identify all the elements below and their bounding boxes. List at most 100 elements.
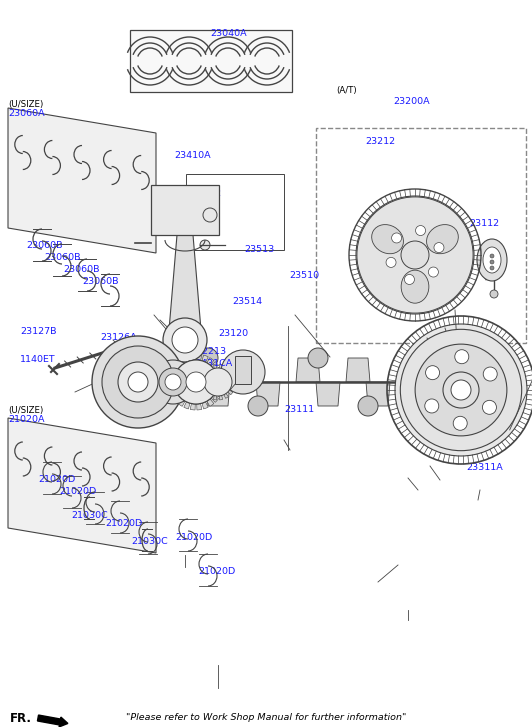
Wedge shape: [196, 379, 224, 385]
Text: 23124B: 23124B: [107, 406, 144, 414]
Polygon shape: [346, 358, 370, 382]
Wedge shape: [218, 374, 235, 382]
Wedge shape: [207, 382, 218, 398]
Wedge shape: [201, 374, 218, 382]
Circle shape: [172, 327, 198, 353]
Text: 23112: 23112: [469, 220, 499, 228]
Circle shape: [151, 360, 195, 404]
Circle shape: [490, 266, 494, 270]
Wedge shape: [218, 364, 223, 382]
Wedge shape: [170, 367, 196, 382]
Circle shape: [165, 374, 181, 390]
Text: 23126A: 23126A: [100, 332, 137, 342]
Polygon shape: [236, 358, 260, 382]
Bar: [130, 30, 292, 92]
Wedge shape: [196, 382, 223, 391]
Circle shape: [415, 344, 507, 436]
Polygon shape: [169, 235, 201, 330]
Text: 21020D: 21020D: [105, 518, 142, 528]
Ellipse shape: [427, 225, 458, 254]
Bar: [186, 174, 284, 250]
Polygon shape: [186, 358, 210, 382]
Text: 23510: 23510: [289, 270, 319, 279]
Polygon shape: [296, 358, 320, 382]
Circle shape: [248, 396, 268, 416]
Wedge shape: [196, 382, 219, 402]
Wedge shape: [203, 369, 218, 382]
Ellipse shape: [483, 247, 501, 273]
Wedge shape: [196, 354, 202, 382]
Wedge shape: [203, 382, 218, 395]
Circle shape: [404, 275, 414, 284]
Circle shape: [401, 241, 429, 269]
Text: 23141: 23141: [143, 401, 173, 409]
Circle shape: [428, 267, 438, 277]
Wedge shape: [190, 354, 196, 382]
Circle shape: [204, 368, 232, 396]
Polygon shape: [206, 382, 230, 406]
Text: 1140ET: 1140ET: [20, 356, 56, 364]
Wedge shape: [218, 382, 232, 395]
Circle shape: [490, 254, 494, 258]
Wedge shape: [173, 382, 196, 402]
Circle shape: [118, 362, 158, 402]
Wedge shape: [196, 367, 222, 382]
Text: 23514: 23514: [232, 297, 262, 305]
Circle shape: [186, 372, 206, 392]
Wedge shape: [218, 382, 223, 400]
Wedge shape: [190, 382, 196, 410]
Text: 23040A: 23040A: [210, 30, 247, 39]
Wedge shape: [213, 382, 218, 400]
Text: 1430JD: 1430JD: [487, 401, 521, 411]
Wedge shape: [196, 382, 222, 397]
Text: 21020D: 21020D: [38, 475, 75, 484]
Text: 23212: 23212: [413, 380, 443, 390]
Text: "Please refer to Work Shop Manual for further information": "Please refer to Work Shop Manual for fu…: [126, 713, 406, 723]
Circle shape: [221, 350, 265, 394]
Text: 23410A: 23410A: [174, 150, 211, 159]
Text: 21020D: 21020D: [175, 532, 212, 542]
Circle shape: [483, 401, 496, 414]
Circle shape: [426, 366, 439, 379]
Circle shape: [434, 243, 444, 252]
Circle shape: [198, 348, 218, 368]
Wedge shape: [196, 382, 208, 409]
Text: 22213: 22213: [196, 348, 226, 356]
Bar: [235, 356, 251, 384]
Text: 23226B: 23226B: [397, 243, 434, 252]
Text: (U/SIZE): (U/SIZE): [8, 406, 43, 414]
Polygon shape: [8, 108, 156, 253]
FancyArrow shape: [37, 715, 68, 727]
Circle shape: [392, 233, 402, 243]
Circle shape: [483, 367, 497, 381]
Polygon shape: [8, 418, 156, 553]
Text: 23111: 23111: [284, 406, 314, 414]
Wedge shape: [201, 382, 218, 390]
Circle shape: [128, 372, 148, 392]
Circle shape: [443, 372, 479, 408]
Circle shape: [203, 208, 217, 222]
Text: 23120: 23120: [218, 329, 248, 339]
Circle shape: [200, 240, 210, 250]
Wedge shape: [173, 361, 196, 382]
Text: 23212: 23212: [365, 137, 395, 145]
Circle shape: [102, 346, 174, 418]
Wedge shape: [218, 366, 228, 382]
Ellipse shape: [401, 270, 429, 303]
Polygon shape: [256, 382, 280, 406]
Text: 21020D: 21020D: [198, 568, 235, 577]
Text: 23151B: 23151B: [96, 380, 132, 390]
Text: 23513: 23513: [244, 246, 275, 254]
Circle shape: [356, 196, 474, 314]
Circle shape: [490, 290, 498, 298]
Text: 23311B: 23311B: [420, 254, 456, 263]
Text: 23060B: 23060B: [82, 276, 119, 286]
Bar: [151, 185, 219, 235]
Text: 23060B: 23060B: [44, 252, 80, 262]
Wedge shape: [196, 358, 214, 382]
Wedge shape: [218, 369, 232, 382]
Wedge shape: [168, 379, 196, 385]
Text: 1431CA: 1431CA: [196, 359, 233, 369]
Text: 23060B: 23060B: [63, 265, 99, 273]
Text: 21030C: 21030C: [71, 510, 108, 520]
